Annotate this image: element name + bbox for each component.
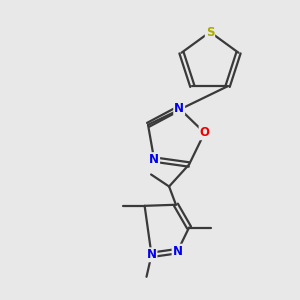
Text: S: S — [206, 26, 214, 38]
Text: N: N — [149, 153, 159, 166]
Text: N: N — [172, 244, 182, 258]
Text: N: N — [174, 102, 184, 115]
Text: N: N — [146, 248, 157, 261]
Text: O: O — [200, 126, 209, 139]
